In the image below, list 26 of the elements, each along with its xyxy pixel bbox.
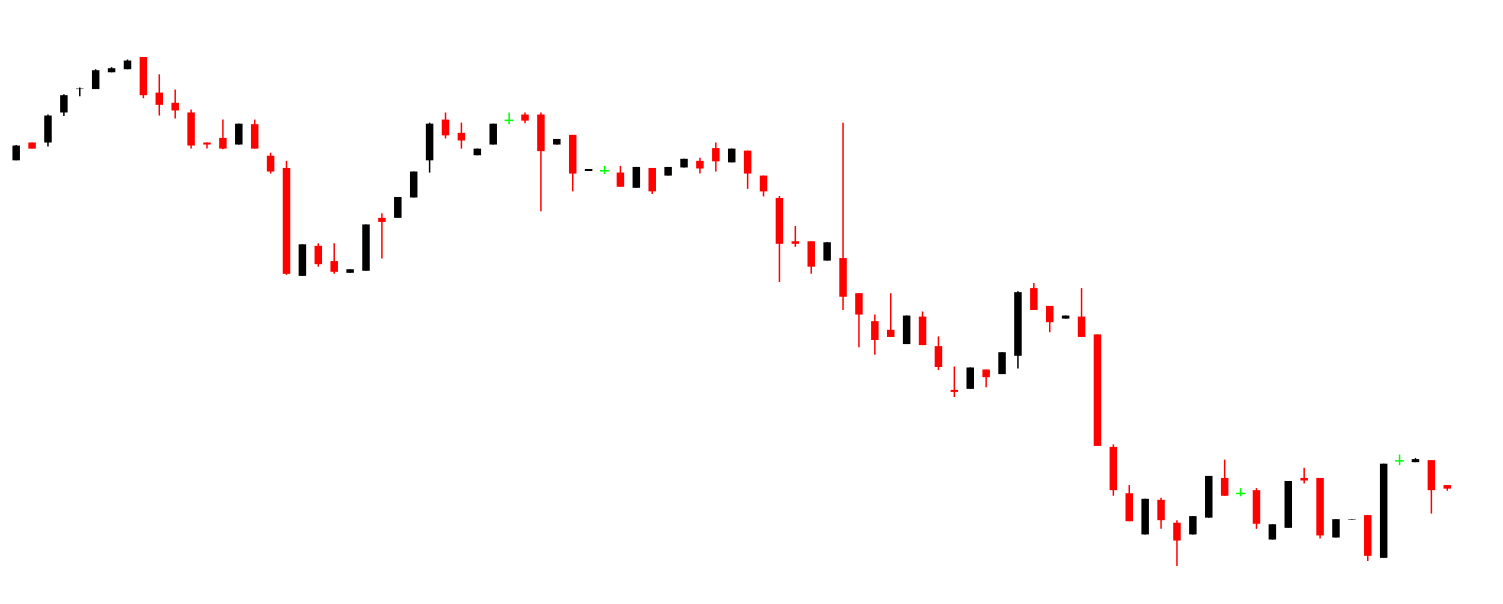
candlestick [314, 242, 323, 268]
candlestick [219, 118, 227, 150]
candlestick [330, 242, 338, 275]
candlestick [886, 292, 895, 338]
candlestick [60, 93, 68, 117]
candlestick [1077, 287, 1086, 338]
candlestick [871, 313, 879, 356]
candlestick [743, 149, 752, 190]
candlestick [791, 225, 800, 248]
candlestick [378, 212, 386, 260]
candlestick [1046, 305, 1054, 334]
candlestick [648, 167, 656, 195]
candlestick [823, 241, 831, 262]
candlestick [966, 366, 974, 390]
candlestick [266, 151, 275, 175]
candlestick [1157, 497, 1165, 530]
candlestick [712, 141, 720, 173]
candlestick [934, 335, 943, 371]
candlestick [1220, 458, 1229, 497]
candlestick [950, 365, 959, 398]
candlestick [1030, 282, 1038, 311]
candlestick [616, 165, 625, 188]
candlestick [171, 88, 179, 120]
candlestick [1173, 519, 1181, 566]
candlestick [155, 73, 164, 117]
candlestick [855, 292, 863, 348]
